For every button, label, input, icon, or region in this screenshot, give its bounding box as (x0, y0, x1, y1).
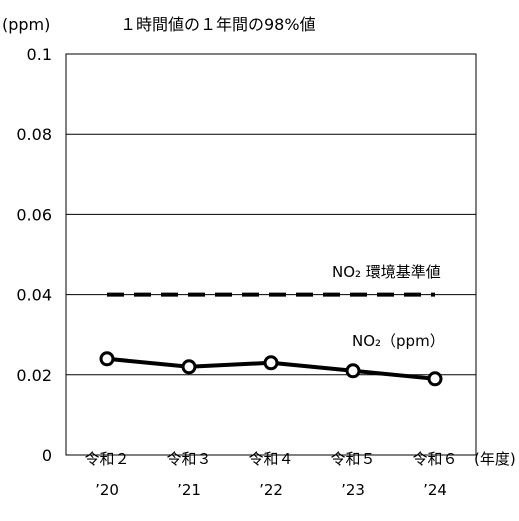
y-tick-label: 0.08 (16, 125, 52, 144)
x-tick-year-label: ’23 (341, 481, 365, 499)
legend-standard-label: NO₂ 環境基準値 (332, 263, 441, 281)
x-tick-label: 令和２ (84, 450, 129, 468)
legend-no2-label: NO₂（ppm） (352, 332, 445, 350)
chart-title: １時間値の１年間の98%値 (120, 15, 316, 34)
y-axis-unit-label: (ppm) (2, 15, 50, 34)
data-point-no2 (263, 355, 279, 371)
plot-area (65, 53, 477, 456)
data-point-no2 (345, 363, 361, 379)
x-tick-year-label: ’22 (259, 481, 283, 499)
x-axis-ticks: 令和２ ’20 令和３ ’21 令和４ ’22 令和５ ’23 令和６ ’24 (84, 450, 457, 499)
y-axis-ticks: 0 0.02 0.04 0.06 0.08 0.1 (16, 45, 52, 465)
x-tick-label: 令和４ (248, 450, 293, 468)
data-point-no2 (99, 351, 115, 367)
y-tick-label: 0.02 (16, 366, 52, 385)
data-point-no2 (427, 371, 443, 387)
data-point-no2 (181, 359, 197, 375)
y-tick-label: 0.1 (27, 45, 52, 64)
x-tick-year-label: ’21 (177, 481, 201, 499)
x-tick-label: 令和６ (412, 450, 457, 468)
series-layer (99, 292, 443, 387)
x-tick-year-label: ’24 (423, 481, 447, 499)
y-tick-label: 0 (42, 446, 52, 465)
x-tick-year-label: ’20 (95, 481, 119, 499)
x-axis-unit-label: (年度) (474, 450, 516, 468)
y-tick-label: 0.06 (16, 205, 52, 224)
x-tick-label: 令和５ (330, 450, 375, 468)
y-tick-label: 0.04 (16, 286, 52, 305)
x-tick-label: 令和３ (166, 450, 211, 468)
